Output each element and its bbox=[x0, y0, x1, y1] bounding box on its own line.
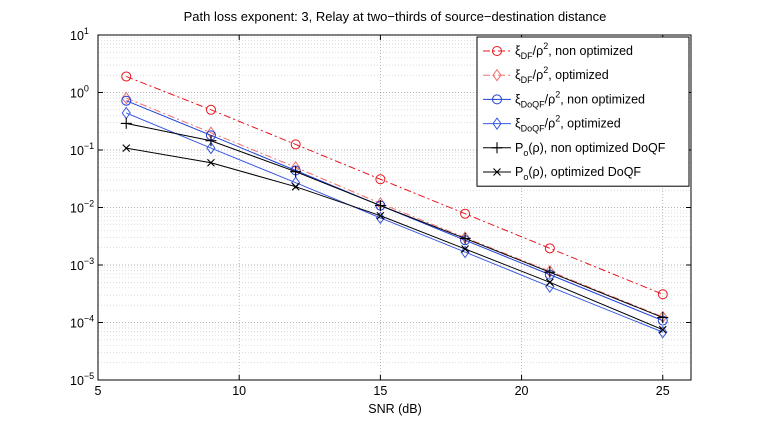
x-axis-label: SNR (dB) bbox=[368, 402, 421, 416]
data-point bbox=[207, 158, 215, 167]
y-tick-label: 10−4 bbox=[70, 314, 94, 331]
y-tick-label: 100 bbox=[70, 84, 89, 101]
x-tick-label: 25 bbox=[656, 384, 670, 398]
y-tick-label: 10−2 bbox=[70, 199, 94, 216]
data-point bbox=[544, 266, 556, 278]
legend-item: ξDoQF/ρ2, optimized bbox=[483, 114, 621, 134]
y-tick-label: 10−3 bbox=[70, 256, 94, 273]
data-point bbox=[375, 174, 386, 185]
data-point bbox=[544, 243, 555, 254]
data-point bbox=[461, 245, 469, 253]
data-point bbox=[205, 135, 217, 147]
legend-label: Po(ρ), non optimized DoQF bbox=[515, 141, 666, 158]
data-point bbox=[492, 94, 502, 105]
data-point bbox=[460, 208, 471, 219]
y-tick-label: 101 bbox=[70, 26, 89, 43]
legend-label: ξDoQF/ρ2, non optimized bbox=[515, 89, 645, 109]
series-line bbox=[126, 76, 663, 295]
data-point bbox=[120, 117, 132, 129]
data-point bbox=[492, 68, 502, 82]
legend-item: Po(ρ), non optimized DoQF bbox=[483, 141, 666, 158]
data-point bbox=[491, 142, 503, 154]
series-5 bbox=[120, 117, 669, 324]
data-point bbox=[492, 46, 502, 56]
data-point bbox=[459, 232, 471, 244]
x-tick-label: 15 bbox=[373, 384, 387, 398]
legend: ξDF/ρ2, non optimized ξDF/ρ2, optimized ξD… bbox=[476, 36, 690, 187]
plot-area: 5 10 15 20 25 101 100 10−1 10−2 10−3 10−4 10−5 ξDF/ρ… bbox=[70, 26, 692, 398]
ticks: 5 10 15 20 25 101 100 10−1 10−2 10−3 10−4 10−5 bbox=[70, 26, 691, 398]
legend-label: Po(ρ), optimized DoQF bbox=[515, 165, 641, 182]
legend-item: Po(ρ), optimized DoQF bbox=[483, 165, 641, 182]
data-point bbox=[122, 144, 131, 152]
data-point bbox=[205, 104, 216, 115]
data-point bbox=[291, 176, 301, 190]
x-tick-label: 10 bbox=[232, 384, 246, 398]
data-point bbox=[121, 71, 132, 82]
legend-label: ξDF/ρ2, optimized bbox=[515, 65, 609, 85]
data-point bbox=[374, 200, 386, 212]
data-point bbox=[658, 325, 668, 339]
data-point bbox=[657, 312, 669, 324]
y-tick-label: 10−1 bbox=[70, 141, 94, 158]
legend-label: ξDoQF/ρ2, optimized bbox=[515, 114, 621, 134]
data-point bbox=[291, 182, 300, 191]
data-point bbox=[121, 95, 132, 106]
data-point bbox=[493, 168, 501, 176]
data-point bbox=[545, 278, 554, 287]
series-6 bbox=[122, 144, 667, 334]
series-1 bbox=[121, 71, 668, 300]
legend-label: ξDF/ρ2, non optimized bbox=[515, 41, 633, 61]
y-tick-label: 10−5 bbox=[70, 371, 94, 388]
x-tick-label: 5 bbox=[95, 384, 102, 398]
x-tick-label: 20 bbox=[515, 384, 529, 398]
series-line bbox=[126, 112, 663, 333]
data-point bbox=[375, 211, 385, 225]
data-point bbox=[290, 139, 301, 150]
data-point bbox=[492, 117, 502, 130]
data-point bbox=[657, 289, 668, 300]
data-point bbox=[121, 91, 131, 105]
data-point bbox=[376, 211, 385, 220]
legend-item: ξDoQF/ρ2, non optimized bbox=[483, 89, 645, 109]
legend-item: ξDF/ρ2, non optimized bbox=[483, 41, 633, 61]
chart-title: Path loss exponent: 3, Relay at two−thir… bbox=[184, 9, 607, 24]
data-point bbox=[290, 166, 302, 178]
data-point bbox=[206, 141, 216, 155]
legend-box bbox=[476, 36, 690, 187]
legend-item: ξDF/ρ2, optimized bbox=[483, 65, 609, 85]
data-point bbox=[658, 325, 667, 334]
